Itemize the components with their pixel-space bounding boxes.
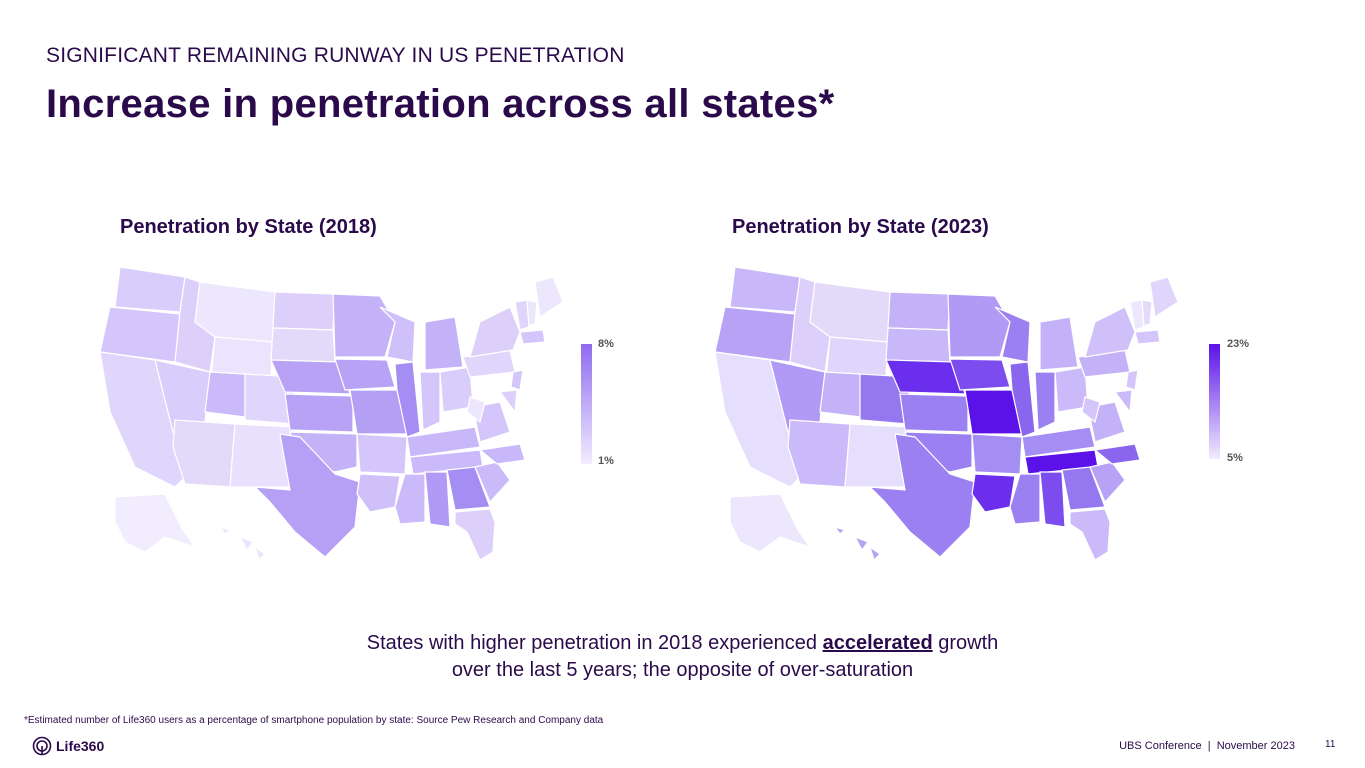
legend-2023-min: 5% <box>1227 452 1243 464</box>
caption-line-1: States with higher penetration in 2018 e… <box>0 630 1365 657</box>
legend-2018-gradient <box>581 344 592 464</box>
event-label: UBS Conference | November 2023 <box>1119 740 1295 752</box>
caption-line-2: over the last 5 years; the opposite of o… <box>451 659 914 681</box>
caption-highlight: accelerated <box>822 632 933 654</box>
map-2023 <box>714 266 1179 562</box>
caption-line-1-post: growth <box>932 632 999 654</box>
slide-eyebrow: SIGNIFICANT REMAINING RUNWAY IN US PENET… <box>46 44 625 67</box>
footnote: *Estimated number of Life360 users as a … <box>24 715 604 726</box>
brand-name: Life360 <box>56 738 105 754</box>
map-2018-title: Penetration by State (2018) <box>120 216 377 238</box>
life360-logo-icon <box>32 736 52 756</box>
map-2023-title: Penetration by State (2023) <box>732 216 989 238</box>
legend-2018-max: 8% <box>598 338 614 350</box>
legend-2023-gradient <box>1209 344 1220 459</box>
legend-2023-max: 23% <box>1227 338 1250 350</box>
caption-line-1-pre: States with higher penetration in 2018 e… <box>366 632 823 654</box>
map-2018 <box>99 266 564 562</box>
page-number: 11 <box>1325 739 1336 750</box>
life360-logo: Life360 <box>32 736 104 756</box>
slide-title: Increase in penetration across all state… <box>46 82 835 126</box>
legend-2018-min: 1% <box>598 455 614 467</box>
summary-caption: States with higher penetration in 2018 e… <box>0 630 1365 684</box>
